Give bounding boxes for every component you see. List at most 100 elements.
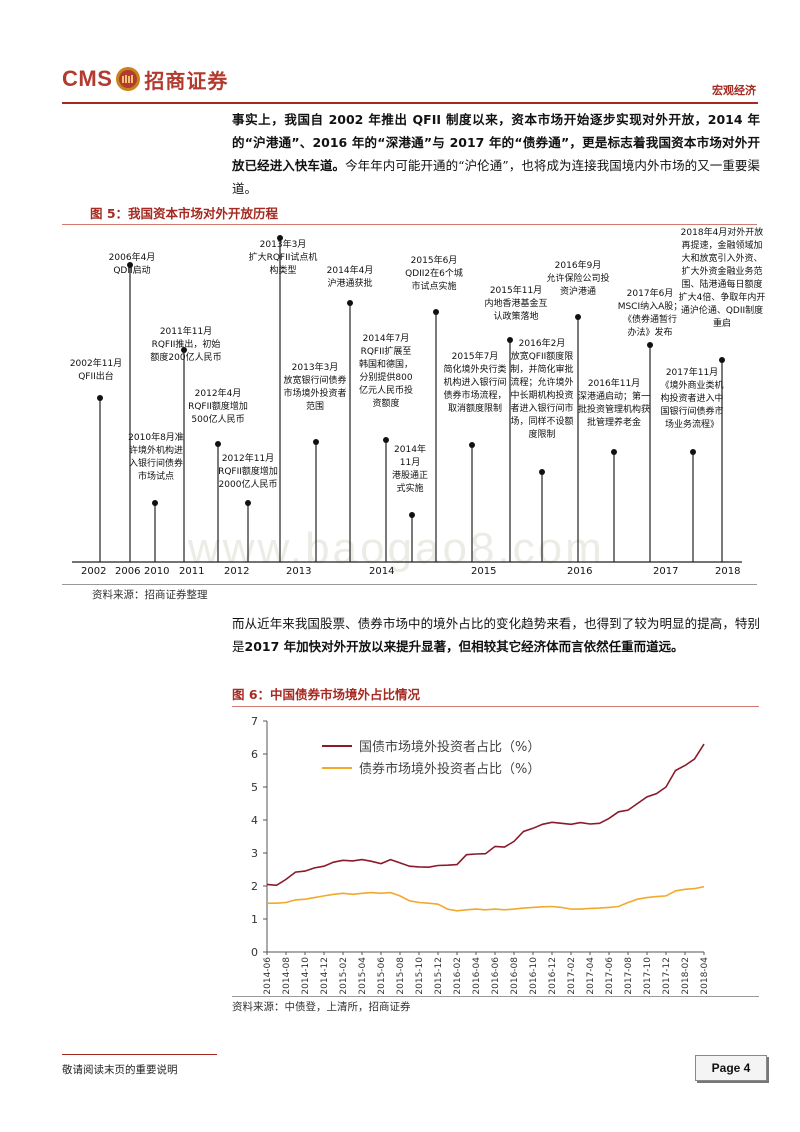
timeline-event-label: 2012年4月 RQFII额度增加 500亿人民币 (188, 389, 248, 425)
timeline-event-dot (277, 235, 283, 241)
chart-x-tick-label: 2015-06 (377, 957, 387, 995)
intro-bold-text: 事实上，我国自 2002 年推出 QFII 制度以来，资本市场开始逐步实现对外开… (232, 112, 760, 173)
chart-series-line-2 (267, 885, 705, 912)
timeline-event-label: 2016年11月 深港通启动；第一 批投资管理机构获 批管理养老金 (577, 379, 650, 428)
chart-x-tick-label: 2015-02 (339, 957, 349, 995)
bond-foreign-share-chart: 0 1 2 3 4 5 6 7 2014-06 2014-08 2014-10 2014-12 2015… (251, 715, 710, 995)
timeline-event-dot (719, 357, 725, 363)
timeline-event-label: 2013年3月 放宽银行间债券 市场境外投资者 范围 (283, 363, 347, 412)
timeline-graphic (72, 235, 742, 563)
timeline-event-label: 2017年11月 《境外商业类机 构投资者进入中 国银行间债券市 场业务流程》 (660, 368, 724, 430)
intro-normal-text: 今年年内可能开通的“沪伦通”，也将成为连接我国境内外市场的又一重要渠道。 (232, 158, 760, 196)
company-logo: CMS 招商证券 (62, 62, 228, 96)
chart-x-tick-label: 2014-12 (320, 957, 330, 995)
timeline-event-label: 2006年4月 QDII启动 (108, 253, 156, 276)
footer-note: 敬请阅读末页的重要说明 (62, 1064, 178, 1076)
timeline-event-label: 2017年6月 MSCI纳入A股； 《债券通暂行 办法》发布 (617, 289, 683, 338)
section-label: 宏观经济 (712, 84, 756, 97)
timeline-year-2002: 2002 (81, 566, 107, 577)
timeline-event-dot (245, 500, 251, 506)
chart-legend-label-1: 国债市场境外投资者占比（%） (359, 739, 540, 755)
intro-paragraph: 事实上，我国自 2002 年推出 QFII 制度以来，资本市场开始逐步实现对外开… (232, 108, 760, 200)
chart-x-tick-label: 2016-02 (453, 957, 463, 995)
timeline-event-label: 2012年11月 RQFII额度增加 2000亿人民币 (218, 454, 278, 490)
timeline-year-2015: 2015 (471, 566, 497, 577)
chart-x-tick-label: 2016-08 (510, 957, 520, 995)
figure5-bottom-rule (62, 584, 757, 585)
chart-y-tick-label: 6 (251, 748, 258, 761)
timeline-event-dot (469, 442, 475, 448)
figure5-title-rule (62, 224, 757, 225)
timeline-event-dot (507, 337, 513, 343)
middle-normal-text: 而从近年来我国股票、债券市场中的境外占比的变化趋势来看，也得到了较为明显的提高，… (232, 616, 760, 654)
timeline-year-2014: 2014 (369, 566, 395, 577)
chart-x-tick-label: 2018-04 (700, 957, 710, 995)
chart-x-tick-label: 2017-06 (605, 957, 615, 995)
timeline-year-2018: 2018 (715, 566, 741, 577)
chart-y-tick-label: 3 (251, 847, 258, 860)
chart-x-tick-label: 2016-06 (491, 957, 501, 995)
chart-x-tick-label: 2017-02 (567, 957, 577, 995)
figure6-source: 资料来源：中债登，上清所，招商证券 (232, 1001, 411, 1013)
company-name: 招商证券 (144, 68, 229, 93)
timeline-year-2010: 2010 (144, 566, 170, 577)
chart-y-tick-label: 0 (251, 946, 258, 959)
logo-text: CMS (62, 66, 113, 91)
chart-x-tick-label: 2014-06 (263, 957, 273, 995)
timeline-event-label: 2010年8月准 许境外机构进 入银行间债券 市场试点 (128, 433, 184, 482)
figure6-bottom-rule (232, 996, 759, 997)
timeline-event-dot (347, 300, 353, 306)
watermark: www.baogao8.com (188, 524, 605, 573)
chart-series-line-1 (266, 743, 705, 887)
timeline-event-label: 2014年4月 沪港通获批 (326, 266, 374, 289)
chart-x-tick-label: 2017-04 (586, 957, 596, 995)
timeline-event-label: 2016年9月 允许保险公司投 资沪港通 (546, 261, 610, 297)
chart-x-tick-label: 2015-10 (415, 957, 425, 995)
timeline-event-dot (409, 512, 415, 518)
timeline-event-dot (433, 309, 439, 315)
chart-y-tick-label: 5 (251, 781, 258, 794)
timeline-event-label: 2013年3月 扩大RQFII试点机 构类型 (248, 240, 318, 276)
timeline-year-2017: 2017 (653, 566, 679, 577)
chart-x-tick-label: 2014-10 (301, 957, 311, 995)
chart-y-tick-label: 7 (251, 715, 258, 728)
chart-x-tick-label: 2015-12 (434, 957, 444, 995)
timeline-year-2012: 2012 (224, 566, 250, 577)
chart-y-tick-label: 4 (251, 814, 258, 827)
timeline-event-dot (313, 439, 319, 445)
chart-x-tick-label: 2014-08 (282, 957, 292, 995)
chart-legend-label-2: 债券市场境外投资者占比（%） (359, 761, 540, 777)
timeline-event-dot (539, 469, 545, 475)
chart-y-tick-label: 2 (251, 880, 258, 893)
chart-x-tick-label: 2015-08 (396, 957, 406, 995)
timeline-event-label: 2015年7月 简化境外央行类 机构进入银行间 债券市场流程， 取消额度限制 (443, 352, 507, 414)
timeline-event-label: 2014年 11月 港股通正 式实施 (391, 445, 428, 494)
timeline-event-dot (611, 449, 617, 455)
timeline-event-label: 2018年4月对外开放 再提速，金融领域加 大和放宽引入外资、 扩大外资金融业务范 围、… (678, 228, 766, 329)
middle-bold-text: 2017 年加快对外开放以来提升显著，但相较其它经济体而言依然任重而道远。 (244, 639, 684, 654)
timeline-event-label: 2014年7月 RQFII扩展至 韩国和德国， 分别提供800 亿元人民币投 资额度 (358, 334, 413, 409)
timeline-year-2016: 2016 (567, 566, 593, 577)
chart-x-tick-label: 2017-10 (643, 957, 653, 995)
timeline-event-dot (97, 395, 103, 401)
timeline-event-dot (575, 314, 581, 320)
chart-x-tick-label: 2017-08 (624, 957, 634, 995)
timeline-event-label: 2016年2月 放宽QFII额度限 制，并简化审批 流程；允许境外 中长期机构投资 者进入… (510, 339, 574, 440)
chart-x-tick-label: 2015-04 (358, 957, 368, 995)
header-divider (62, 102, 758, 104)
timeline-event-dot (647, 342, 653, 348)
figure6-title-rule (232, 706, 759, 707)
chart-y-tick-label: 1 (251, 913, 258, 926)
timeline-year-2013: 2013 (286, 566, 312, 577)
figure5-timeline: www.baogao8.com 2002年11月 QFII出台 2006年4月 QDI… (70, 228, 766, 577)
chart-x-tick-label: 2016-12 (548, 957, 558, 995)
figure5-title: 图 5：我国资本市场对外开放历程 (90, 206, 279, 221)
footer-divider (62, 1054, 217, 1055)
timeline-event-dot (690, 449, 696, 455)
page-number: Page 4 (695, 1055, 767, 1081)
timeline-event-dot (127, 262, 133, 268)
timeline-event-label: 2015年6月 QDII2在6个城 市试点实施 (405, 256, 463, 292)
timeline-event-label: 2011年11月 RQFII推出，初始 额度200亿人民币 (150, 327, 222, 363)
chart-x-tick-label: 2016-10 (529, 957, 539, 995)
timeline-year-2006: 2006 (115, 566, 141, 577)
